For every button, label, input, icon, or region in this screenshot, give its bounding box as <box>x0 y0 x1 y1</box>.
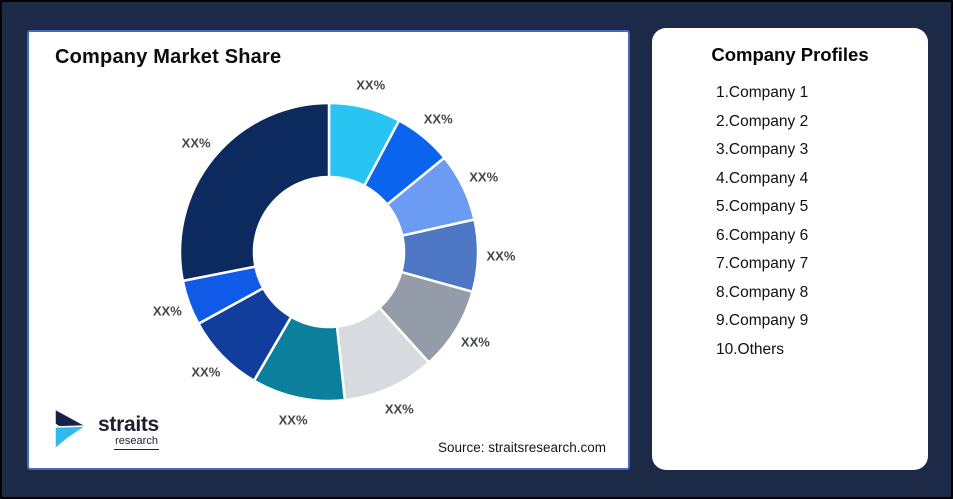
source-attribution: Source: straitsresearch.com <box>437 440 606 455</box>
donut-chart-svg <box>178 101 480 403</box>
slice-label-company-8: XX% <box>191 364 221 380</box>
slice-label-company-3: XX% <box>469 169 499 185</box>
chart-title: Company Market Share <box>55 46 282 68</box>
donut-chart: XX% XX% XX% XX% XX% XX% XX% XX% XX% XX% <box>29 32 628 468</box>
profile-item: 1.Company 1 <box>716 84 809 101</box>
profile-item: 6.Company 6 <box>716 226 809 244</box>
slice-label-company-7: XX% <box>278 412 308 428</box>
profile-item: 2.Company 2 <box>716 112 809 130</box>
slice-label-company-6: XX% <box>384 401 414 417</box>
company-profiles-card: Company Profiles 1.Company 1 2.Company 2… <box>652 28 928 470</box>
profile-item: 7.Company 7 <box>716 255 809 272</box>
market-share-card: Company Market Share XX% XX% XX% XX% XX% XX% X… <box>27 30 630 470</box>
logo-subtitle: research <box>114 435 159 450</box>
slice-label-company-4: XX% <box>486 248 516 264</box>
straits-research-logo: straits research <box>54 407 159 455</box>
profile-item: 9.Company 9 <box>716 312 809 329</box>
logo-text: straits research <box>98 414 159 450</box>
slice-label-others: XX% <box>181 135 211 151</box>
straits-logo-icon <box>54 407 93 455</box>
profiles-title: Company Profiles <box>711 44 869 65</box>
slice-label-company-9: XX% <box>152 303 182 319</box>
logo-name: straits <box>98 413 159 436</box>
logo-icon-cyan-shape <box>54 425 89 451</box>
slice-label-company-1: XX% <box>356 77 386 93</box>
donut-segment-others <box>178 101 331 283</box>
profile-item: 5.Company 5 <box>716 198 809 215</box>
profile-item: 8.Company 8 <box>716 283 809 301</box>
slice-label-company-5: XX% <box>460 334 490 350</box>
profile-item: 3.Company 3 <box>716 141 809 158</box>
profile-item: 10.Others <box>716 340 785 358</box>
profile-item: 4.Company 4 <box>716 169 809 187</box>
profiles-list: 1.Company 1 2.Company 2 3.Company 3 4.Co… <box>652 79 928 364</box>
slice-label-company-2: XX% <box>423 111 453 127</box>
